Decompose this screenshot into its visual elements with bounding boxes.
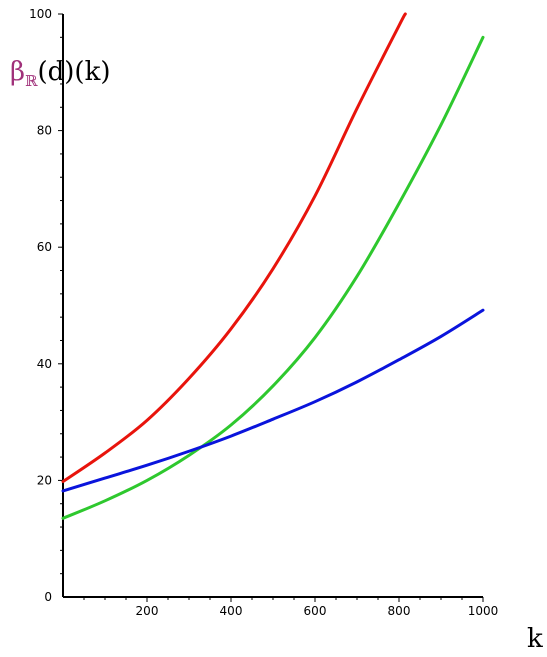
y-tick-label: 100	[29, 7, 52, 21]
series-group	[61, 12, 485, 520]
y-tick-label: 60	[37, 240, 52, 254]
series-line-1	[61, 12, 407, 484]
x-tick-label: 1000	[468, 604, 499, 618]
ticks: 200 400 600 800 1000 0 20 40 60 80 100	[29, 7, 498, 618]
y-tick-label: 40	[37, 357, 52, 371]
x-axis-title: k	[527, 624, 543, 654]
x-tick-label: 800	[388, 604, 411, 618]
y-axis-title: βℝ(d)(k)	[10, 57, 110, 90]
y-tick-label: 0	[44, 590, 52, 604]
series-line-2	[61, 35, 485, 520]
x-tick-label: 200	[136, 604, 159, 618]
axes	[62, 14, 483, 598]
x-tick-label: 400	[220, 604, 243, 618]
x-tick-label: 600	[304, 604, 327, 618]
series-line-3	[61, 308, 485, 493]
y-axis-title-symbol: β	[10, 57, 25, 87]
y-tick-label: 80	[37, 124, 52, 138]
y-tick-label: 20	[37, 473, 52, 487]
y-axis-title-subscript: ℝ	[25, 72, 38, 90]
y-axis-title-rest: (d)(k)	[38, 57, 111, 87]
